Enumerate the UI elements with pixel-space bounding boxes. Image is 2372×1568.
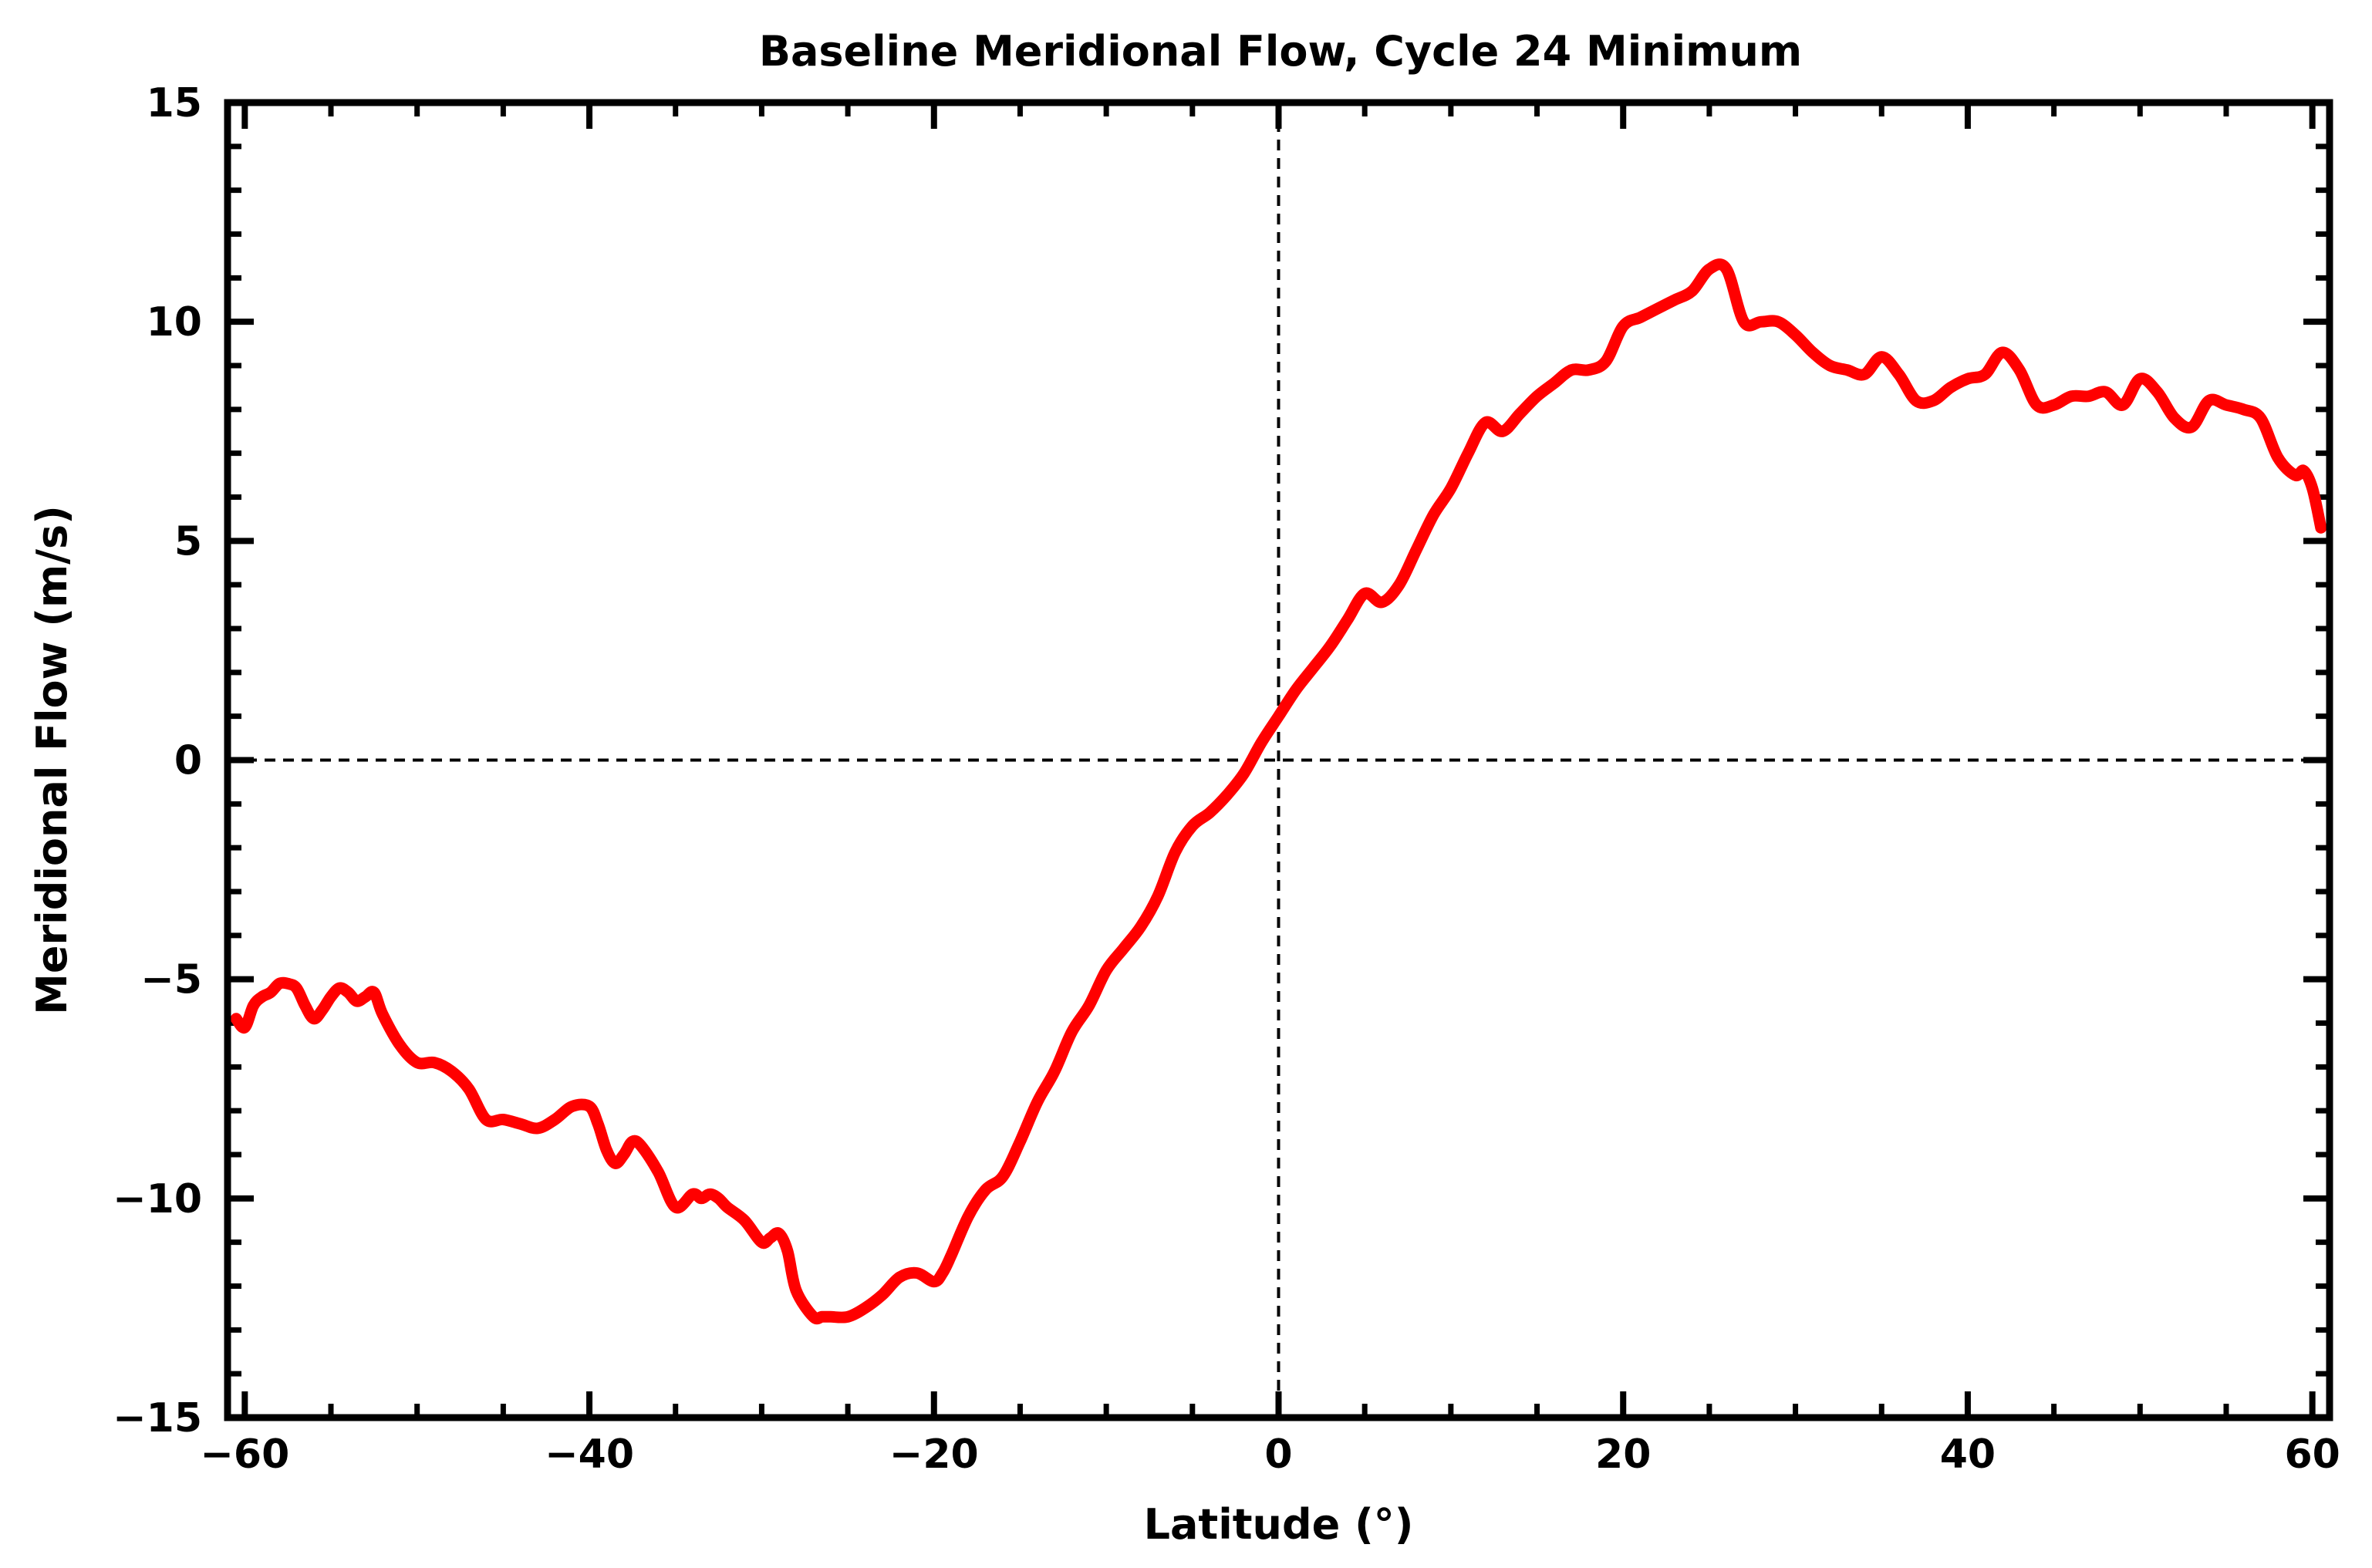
x-tick-label: −60	[200, 1431, 289, 1478]
x-axis-ticks: −60 −40 −20 0 20 40 60	[200, 103, 2340, 1478]
y-tick-label: 5	[174, 518, 202, 565]
y-tick-label: −5	[140, 957, 202, 1003]
plot-frame	[224, 99, 2333, 1421]
x-tick-label: 0	[1264, 1431, 1292, 1478]
y-tick-label: −10	[113, 1176, 202, 1222]
x-tick-label: −40	[545, 1431, 634, 1478]
y-tick-label: −15	[113, 1395, 202, 1442]
series-layer	[230, 258, 2327, 1325]
x-tick-label: 20	[1595, 1431, 1651, 1478]
reference-lines	[228, 103, 2330, 1418]
x-tick-label: −20	[889, 1431, 979, 1478]
y-axis-label: Meridional Flow (m/s)	[28, 505, 76, 1015]
y-tick-label: 0	[174, 738, 202, 784]
x-axis-label: Latitude (°)	[1144, 1500, 1414, 1549]
y-tick-label: 10	[147, 299, 202, 346]
x-tick-label: 40	[1940, 1431, 1996, 1478]
chart-title: Baseline Meridional Flow, Cycle 24 Minim…	[759, 27, 1802, 76]
x-tick-label: 60	[2284, 1431, 2340, 1478]
series-line	[230, 258, 2327, 1325]
y-tick-label: 15	[147, 80, 202, 126]
